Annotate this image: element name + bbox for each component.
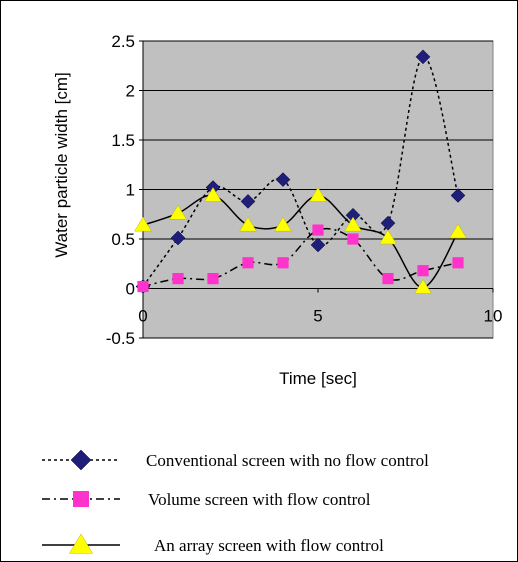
- x-tick-label: 0: [138, 307, 147, 326]
- legend-label-1: Conventional screen with no flow control: [146, 451, 429, 470]
- legend-marker-2: [73, 491, 89, 507]
- y-tick-label: 2: [126, 82, 135, 101]
- series-line-2: [142, 227, 459, 288]
- series-3-point: [309, 186, 327, 202]
- legend-label-2: Volume screen with flow control: [148, 490, 371, 509]
- series-3-point: [274, 216, 292, 232]
- y-tick-label: 1: [126, 181, 135, 200]
- series-3-point: [169, 204, 187, 220]
- series-2-point: [172, 273, 184, 285]
- y-tick-label: 2.5: [111, 32, 135, 51]
- y-tick-label: 1.5: [111, 131, 135, 150]
- y-tick-label: -0.5: [106, 329, 135, 348]
- legend-marker-3: [69, 533, 93, 554]
- series-1-point: [450, 188, 466, 203]
- series-2-point: [312, 224, 324, 236]
- y-tick-labels: 2.5 2 1.5 1 0.5 0 -0.5: [106, 32, 143, 348]
- series-1-point: [310, 237, 326, 253]
- series-2-point: [347, 233, 359, 245]
- series-2-point: [452, 257, 464, 269]
- series-2-point: [417, 265, 429, 277]
- series-2-point: [137, 280, 149, 293]
- series-3-point: [449, 223, 467, 239]
- x-axis-title: Time [sec]: [279, 369, 357, 388]
- legend-label-3: An array screen with flow control: [154, 536, 384, 555]
- series-line-1: [142, 56, 459, 287]
- y-axis-title: Water particle width [cm]: [52, 72, 71, 257]
- series-2-point: [207, 273, 219, 285]
- series-1-point: [170, 230, 186, 246]
- series-1-point: [275, 172, 291, 187]
- series-3-point: [344, 216, 362, 232]
- series-3-point: [414, 279, 432, 294]
- series-2-point: [382, 273, 394, 285]
- series-1-point: [415, 49, 431, 65]
- series-2-point: [277, 257, 289, 269]
- y-tick-label: 0.5: [111, 230, 135, 249]
- legend: Conventional screen with no flow control…: [42, 449, 429, 555]
- series-3-point: [204, 186, 222, 202]
- legend-marker-1: [70, 449, 92, 471]
- series-markers: [134, 49, 467, 294]
- series-2-point: [242, 257, 254, 269]
- series-3-point: [239, 216, 257, 232]
- series-3-point: [134, 216, 152, 232]
- x-tick-label: 10: [484, 307, 503, 326]
- y-tick-label: 0: [126, 280, 135, 299]
- series-lines: [142, 56, 459, 289]
- series-line-3: [142, 194, 459, 289]
- x-tick-label: 5: [313, 307, 322, 326]
- series-3-point: [379, 229, 397, 245]
- series-1-point: [240, 194, 256, 209]
